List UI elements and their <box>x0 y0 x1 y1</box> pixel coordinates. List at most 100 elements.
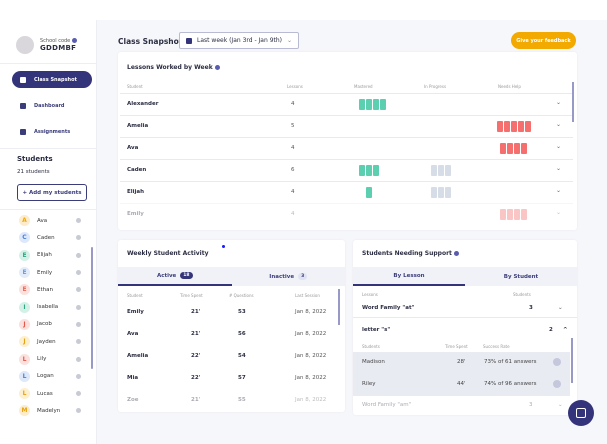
table-row[interactable]: Caden 6 ⌄ <box>120 159 573 181</box>
view-icon[interactable] <box>553 358 561 366</box>
student-item[interactable]: L Logan <box>0 368 97 385</box>
table-row[interactable]: Emily 4 ⌄ <box>120 203 573 225</box>
tab-active[interactable]: Active 18 <box>118 267 232 286</box>
feedback-button[interactable]: Give your feedback <box>511 32 576 49</box>
needs-help-block <box>525 121 531 132</box>
col-student[interactable]: Student <box>127 293 143 298</box>
help-icon[interactable] <box>72 38 78 43</box>
chevron-down-icon[interactable]: ⌄ <box>556 209 562 216</box>
student-initial: L <box>19 353 30 365</box>
scrollbar[interactable] <box>338 289 340 325</box>
student-name: Logan <box>37 373 54 380</box>
gear-icon[interactable] <box>76 321 81 327</box>
needs-help-block <box>504 121 510 132</box>
student-item[interactable]: E Ethan <box>0 281 97 298</box>
col-last-session[interactable]: Last Session <box>295 293 320 298</box>
add-students-button[interactable]: + Add my students <box>17 184 87 201</box>
chat-button[interactable] <box>568 400 594 426</box>
chat-icon <box>576 408 586 418</box>
col-students[interactable]: Students <box>362 344 380 349</box>
in-progress-block <box>431 187 437 198</box>
help-icon[interactable] <box>453 251 459 256</box>
view-icon[interactable] <box>553 380 561 388</box>
chevron-down-icon[interactable]: ⌄ <box>556 187 562 194</box>
avatar[interactable] <box>16 36 34 54</box>
student-item[interactable]: L Lucas <box>0 385 97 402</box>
divider <box>0 148 97 149</box>
table-row[interactable]: Ava 4 ⌄ <box>120 137 573 159</box>
chevron-down-icon[interactable]: ⌄ <box>556 121 562 128</box>
nav-dashboard[interactable]: Dashboard <box>12 97 92 114</box>
chevron-down-icon[interactable]: ⌄ <box>556 165 562 172</box>
chevron-down-icon[interactable]: ⌄ <box>556 143 562 150</box>
last-session: Jan 8, 2022 <box>295 375 327 381</box>
tab-by-student[interactable]: By Student <box>503 273 539 280</box>
table-row[interactable]: Elijah 4 ⌄ <box>120 181 573 203</box>
gear-icon[interactable] <box>76 391 81 397</box>
gear-icon[interactable] <box>76 408 81 414</box>
table-row[interactable]: Amelia 22' 54 Jan 8, 2022 <box>118 346 336 368</box>
student-item[interactable]: L Lily <box>0 350 97 367</box>
nav-assignments[interactable]: Assignments <box>12 123 92 140</box>
divider <box>0 209 97 210</box>
lesson-row[interactable]: Word Family "at" 3 ⌄ <box>353 298 571 320</box>
tab-by-lesson[interactable]: By Lesson <box>353 267 465 286</box>
col-students[interactable]: Students <box>513 292 531 297</box>
student-item[interactable]: M Madelyn <box>0 402 97 419</box>
questions: 54 <box>238 353 246 359</box>
tab-inactive[interactable]: Inactive 3 <box>232 267 346 286</box>
mastered-block <box>359 99 365 110</box>
nav-class-snapshot[interactable]: Class Snapshot <box>12 71 92 88</box>
gear-icon[interactable] <box>76 339 81 345</box>
student-item[interactable]: E Emily <box>0 264 97 281</box>
questions: 57 <box>238 375 246 381</box>
student-item[interactable]: J Jayden <box>0 333 97 350</box>
student-item[interactable]: J Jacob <box>0 316 97 333</box>
col-lessons[interactable]: Lessons <box>362 292 378 297</box>
gear-icon[interactable] <box>76 356 81 362</box>
week-select[interactable]: Last week (Jan 3rd - Jan 9th) ⌄ <box>179 32 299 49</box>
help-icon[interactable] <box>214 65 220 70</box>
last-session: Jan 8, 2022 <box>295 309 327 315</box>
time-spent: 21' <box>191 309 201 315</box>
col-time-spent[interactable]: Time Spent <box>445 344 468 349</box>
gear-icon[interactable] <box>76 218 81 224</box>
needs-help-block <box>514 143 520 154</box>
gear-icon[interactable] <box>76 235 81 241</box>
student-row[interactable]: Riley 44' 74% of 96 answers <box>353 374 571 396</box>
lesson-row-expanded[interactable]: letter "s" 2 ^ <box>353 320 571 342</box>
student-name: Emily <box>127 211 144 217</box>
student-row[interactable]: Madison 28' 73% of 61 answers <box>353 352 571 374</box>
lessons-card: Lessons Worked by Week Student Lessons M… <box>118 52 577 230</box>
student-item[interactable]: E Elijah <box>0 247 97 264</box>
scrollbar[interactable] <box>572 82 574 122</box>
col-time-spent[interactable]: Time Spent <box>180 293 203 298</box>
scrollbar[interactable] <box>91 247 93 369</box>
table-row[interactable]: Amelia 5 ⌄ <box>120 115 573 137</box>
gear-icon[interactable] <box>76 287 81 293</box>
activity-card: Weekly Student Activity Active 18 Inactiv… <box>118 240 345 412</box>
student-item[interactable]: C Caden <box>0 229 97 246</box>
table-row[interactable]: Alexander 4 ⌄ <box>120 93 573 115</box>
student-item[interactable]: I Isabella <box>0 298 97 315</box>
mastered-block <box>366 187 372 198</box>
lesson-row[interactable]: Word Family "am" 3 ⌄ <box>353 395 571 415</box>
table-row[interactable]: Mia 22' 57 Jan 8, 2022 <box>118 368 336 390</box>
student-name: Mia <box>127 375 139 381</box>
scrollbar[interactable] <box>571 338 573 383</box>
gear-icon[interactable] <box>76 373 81 379</box>
student-item[interactable]: A Ava <box>0 212 97 229</box>
table-row[interactable]: Ava 21' 56 Jan 8, 2022 <box>118 324 336 346</box>
chevron-down-icon: ⌄ <box>287 37 293 44</box>
gear-icon[interactable] <box>76 252 81 258</box>
week-value: Last week (Jan 3rd - Jan 9th) <box>197 37 283 44</box>
gear-icon[interactable] <box>76 304 81 310</box>
student-name: Ava <box>127 145 139 151</box>
col-student[interactable]: Student <box>127 84 143 89</box>
table-row[interactable]: Emily 21' 53 Jan 8, 2022 <box>118 302 336 324</box>
table-row[interactable]: Zoe 21' 55 Jan 8, 2022 <box>118 390 336 412</box>
col-questions[interactable]: # Questions <box>229 293 254 298</box>
chevron-down-icon[interactable]: ⌄ <box>556 99 562 106</box>
nav-label: Dashboard <box>34 102 65 109</box>
gear-icon[interactable] <box>76 270 81 276</box>
